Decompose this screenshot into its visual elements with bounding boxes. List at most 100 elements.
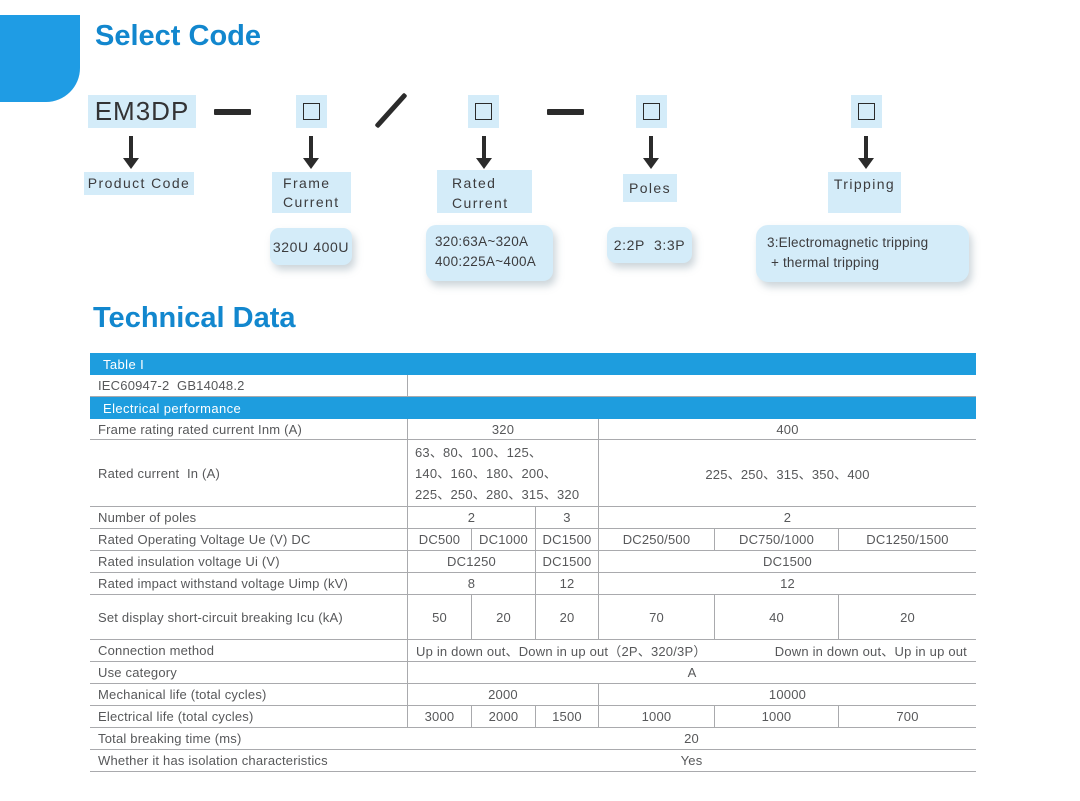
product-code-label: Product Code [84, 172, 194, 195]
table-cell: 225、250、315、350、400 [598, 440, 976, 506]
table-row-breaking-time: Total breaking time (ms) 20 [90, 728, 976, 750]
table-cell: DC750/1000 [714, 529, 838, 550]
table-cell: 320 [407, 419, 598, 439]
table-cell: 20 [471, 595, 535, 639]
table-cell: 1500 [535, 706, 598, 727]
table-row-ue: Rated Operating Voltage Ue (V) DC DC500 … [90, 529, 976, 551]
frame-current-options: 320U 400U [270, 228, 352, 265]
table-row-isolation: Whether it has isolation characteristics… [90, 750, 976, 772]
tripping-label: Tripping [828, 172, 901, 213]
select-code-heading: Select Code [95, 20, 261, 52]
table-row-use-category: Use category A [90, 662, 976, 684]
down-arrow-icon [643, 136, 659, 169]
technical-data-heading: Technical Data [93, 302, 296, 334]
poles-options: 2:2P 3:3P [607, 227, 692, 263]
table-cell: DC1250/1500 [838, 529, 976, 550]
table-cell: DC1500 [598, 551, 976, 572]
table-cell: 2000 [407, 684, 598, 705]
table-cell: A [407, 662, 976, 683]
table-cell: DC1500 [535, 529, 598, 550]
rated-current-placeholder-box [468, 95, 499, 128]
square-icon [475, 103, 492, 120]
table-cell: 1000 [598, 706, 714, 727]
frame-current-placeholder-box [296, 95, 327, 128]
down-arrow-icon [303, 136, 319, 169]
product-code-value: EM3DP [88, 95, 196, 128]
table-cell: 20 [535, 595, 598, 639]
table-cell: Yes [680, 753, 703, 768]
rated-current-label: Rated Current [437, 170, 532, 213]
table-cell: 1000 [714, 706, 838, 727]
table-row-mechanical-life: Mechanical life (total cycles) 2000 1000… [90, 684, 976, 706]
corner-decoration [0, 15, 80, 102]
table-cell: 2 [598, 507, 976, 528]
connection-right-text: Down in down out、Up in up out [774, 644, 967, 659]
table-cell: 10000 [598, 684, 976, 705]
square-icon [643, 103, 660, 120]
frame-current-label: Frame Current [272, 172, 351, 213]
table-row-icu: Set display short-circuit breaking Icu (… [90, 595, 976, 640]
table-cell: 3000 [407, 706, 471, 727]
down-arrow-icon [476, 136, 492, 169]
table-cell: 3 [535, 507, 598, 528]
slash-separator [374, 92, 408, 129]
table-cell: 40 [714, 595, 838, 639]
table-cell: 50 [407, 595, 471, 639]
rated-current-options: 320:63A~320A 400:225A~400A [426, 225, 553, 281]
table-cell: 8 [407, 573, 535, 594]
row-label: Whether it has isolation characteristics [98, 753, 328, 768]
table-cell: 20 [684, 731, 699, 746]
row-label: Frame rating rated current Inm (A) [98, 421, 303, 437]
table-cell: 2 [407, 507, 535, 528]
tripping-placeholder-box [851, 95, 882, 128]
table-row-standard: IEC60947-2 GB14048.2 [90, 375, 976, 397]
table-title-bar: Table I [90, 353, 976, 375]
row-label: Mechanical life (total cycles) [98, 687, 267, 702]
row-label: Rated Operating Voltage Ue (V) DC [98, 532, 311, 547]
tripping-options: 3:Electromagnetic tripping + thermal tri… [756, 225, 969, 282]
connection-left-text: Up in down out、Down in up out（2P、320/3P） [416, 644, 707, 659]
section-bar: Electrical performance [90, 397, 976, 419]
row-label: Set display short-circuit breaking Icu (… [98, 609, 343, 625]
table-cell: DC500 [407, 529, 471, 550]
table-cell [407, 375, 976, 396]
poles-label: Poles [623, 174, 677, 202]
row-label: Rated current In (A) [98, 465, 220, 481]
square-icon [303, 103, 320, 120]
row-label: Connection method [98, 643, 215, 658]
table-cell: DC1000 [471, 529, 535, 550]
table-row-ui: Rated insulation voltage Ui (V) DC1250 D… [90, 551, 976, 573]
table-cell: 70 [598, 595, 714, 639]
table-cell: DC1250 [407, 551, 535, 572]
row-label: Number of poles [98, 510, 197, 525]
table-cell: 63、80、100、125、 140、160、180、200、 225、250、… [407, 440, 598, 506]
table-row-uimp: Rated impact withstand voltage Uimp (kV)… [90, 573, 976, 595]
row-label: Use category [98, 665, 177, 680]
table-cell: Up in down out、Down in up out（2P、320/3P）… [407, 640, 976, 661]
table-row-frame-rating: Frame rating rated current Inm (A) 320 4… [90, 419, 976, 440]
row-label: Rated insulation voltage Ui (V) [98, 554, 280, 569]
table-cell: 12 [598, 573, 976, 594]
row-label: IEC60947-2 GB14048.2 [98, 378, 245, 393]
table-row-poles: Number of poles 2 3 2 [90, 507, 976, 529]
table-cell: 2000 [471, 706, 535, 727]
down-arrow-icon [123, 136, 139, 169]
table-cell: 20 [838, 595, 976, 639]
table-row-electrical-life: Electrical life (total cycles) 3000 2000… [90, 706, 976, 728]
table-cell: DC250/500 [598, 529, 714, 550]
table-cell: 12 [535, 573, 598, 594]
table-cell: DC1500 [535, 551, 598, 572]
row-label: Rated impact withstand voltage Uimp (kV) [98, 576, 349, 591]
down-arrow-icon [858, 136, 874, 169]
dash-separator [214, 109, 251, 115]
table-cell: 700 [838, 706, 976, 727]
technical-data-table: Table I IEC60947-2 GB14048.2 Electrical … [90, 353, 976, 772]
table-cell: 400 [598, 419, 976, 439]
poles-placeholder-box [636, 95, 667, 128]
table-row-rated-current: Rated current In (A) 63、80、100、125、 140、… [90, 440, 976, 507]
row-label: Total breaking time (ms) [98, 731, 242, 746]
row-label: Electrical life (total cycles) [98, 709, 254, 724]
square-icon [858, 103, 875, 120]
dash-separator [547, 109, 584, 115]
